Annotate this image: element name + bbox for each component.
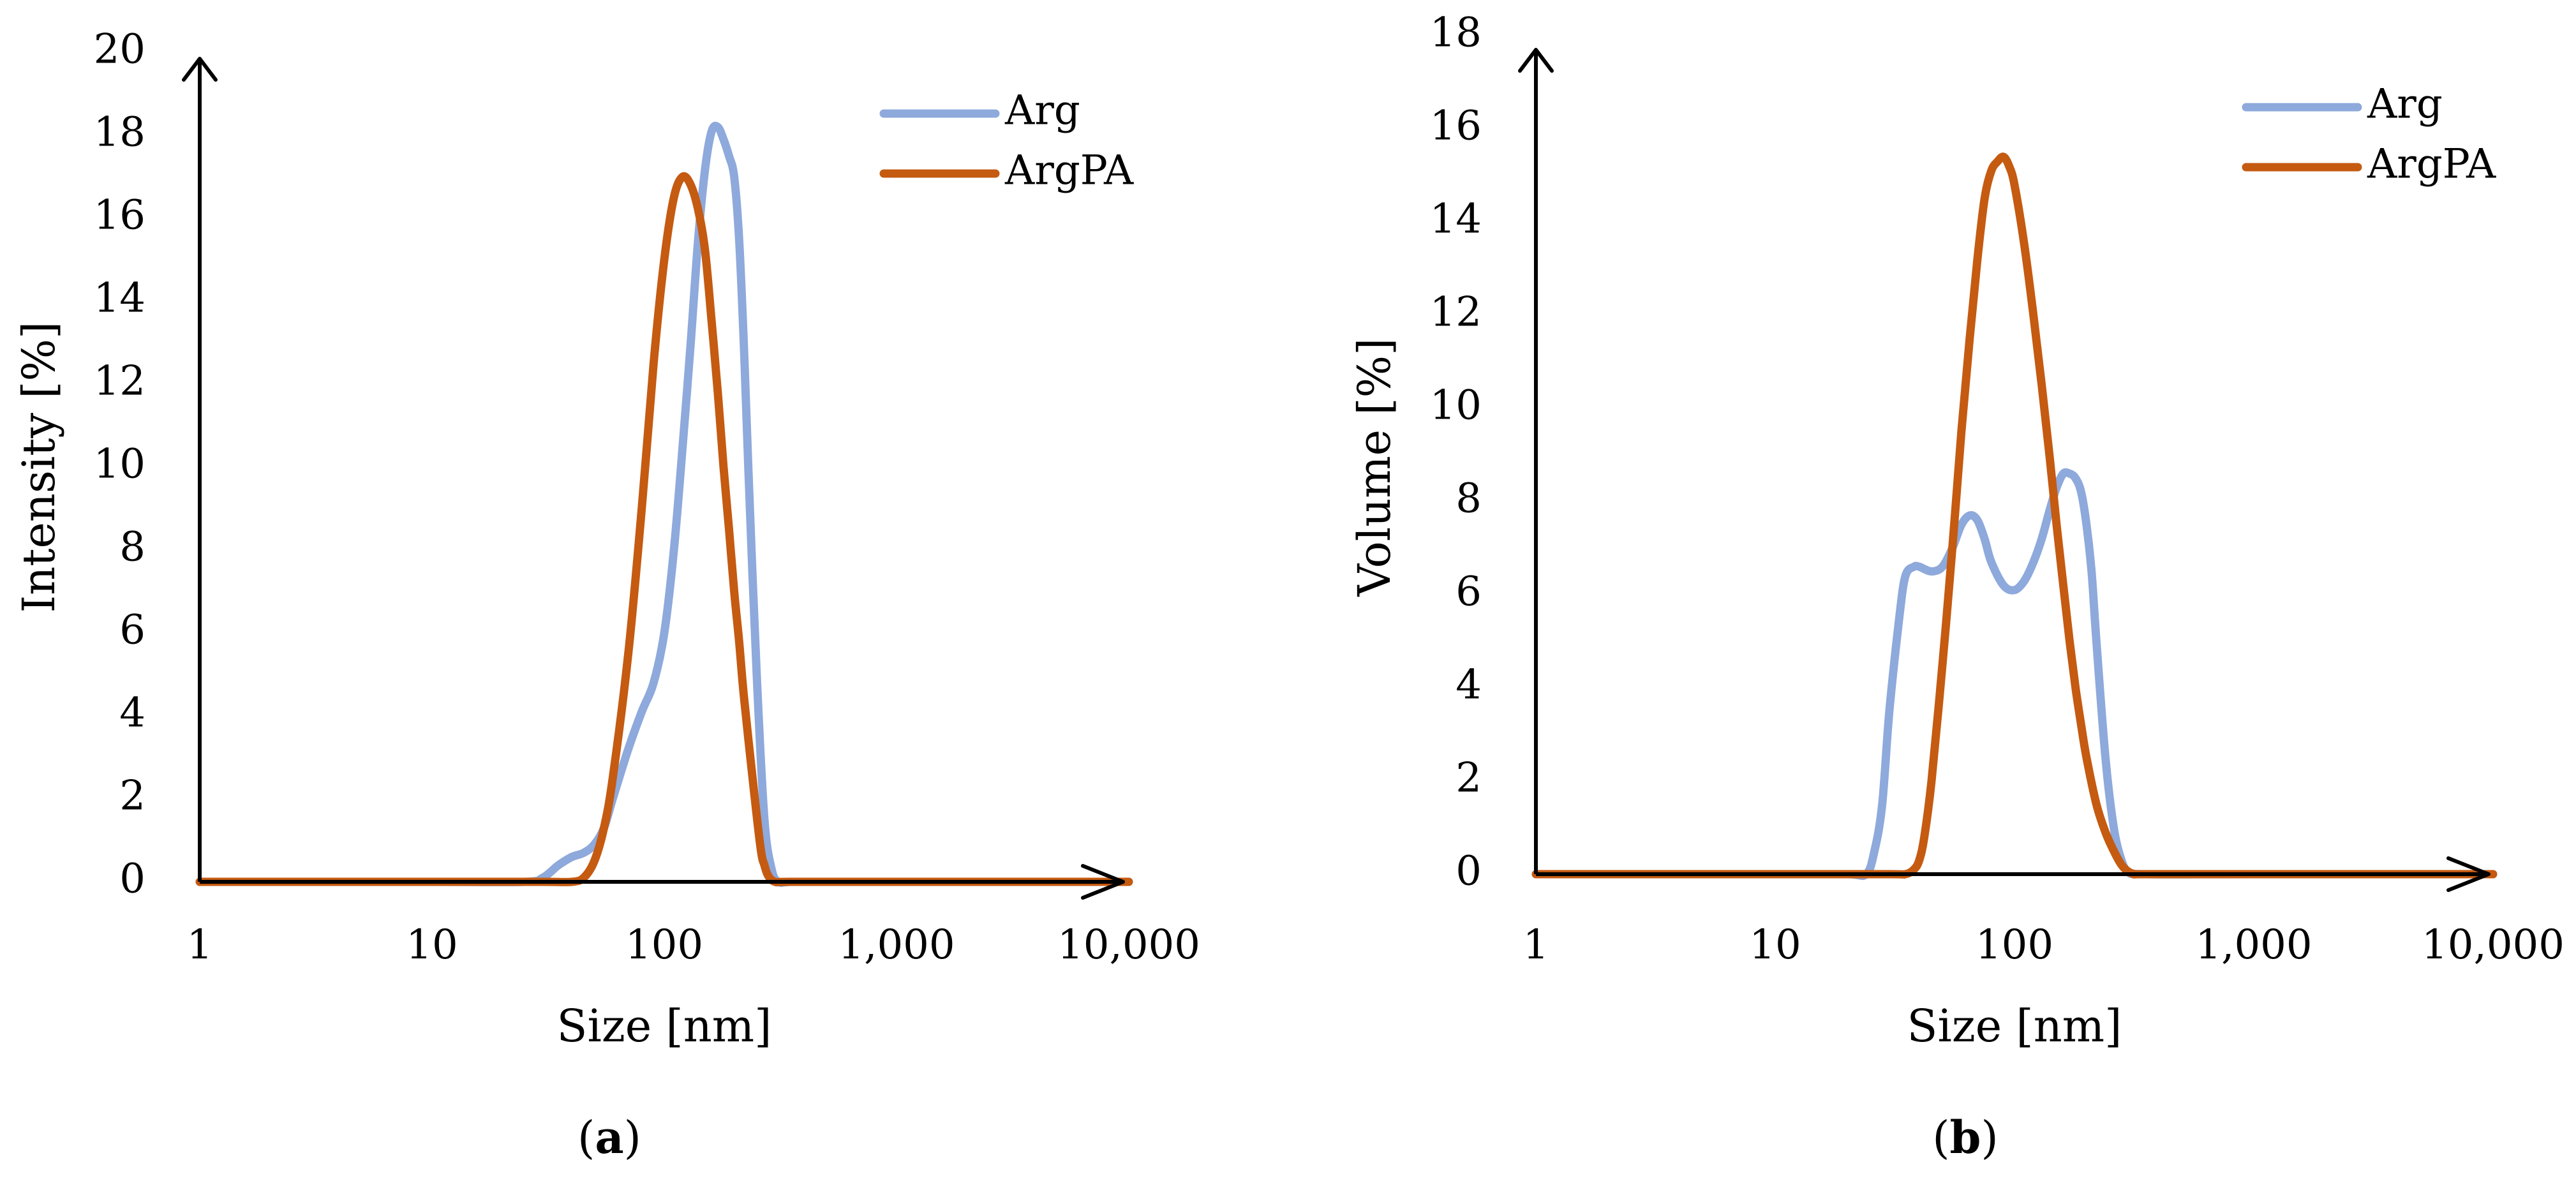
chart-b-caption-letter: b	[1950, 1111, 1981, 1164]
chart-b-y-tick: 8	[1456, 475, 1482, 523]
chart-a-y-tick: 12	[94, 358, 145, 405]
chart-b-series-container	[1536, 157, 2493, 876]
chart-a-y-ticks: 0 2 4 6 8 10 12 14 16 18 20	[94, 26, 145, 903]
chart-b-x-tick: 100	[1976, 921, 2053, 969]
chart-a-series-argpa-line	[200, 176, 1129, 882]
chart-a-x-tick: 1	[187, 921, 213, 969]
chart-a-y-tick: 20	[94, 26, 145, 73]
chart-a-legend-argpa-label: ArgPA	[1004, 147, 1134, 195]
chart-b-y-tick: 2	[1456, 755, 1482, 802]
chart-a-series-container	[200, 126, 1129, 882]
chart-a-y-tick: 14	[94, 275, 145, 322]
chart-b-y-tick: 6	[1456, 569, 1482, 616]
chart-a-x-tick: 10	[406, 921, 458, 969]
chart-a-y-tick: 6	[119, 607, 145, 654]
chart-a-x-ticks: 1 10 100 1,000 10,000	[187, 921, 1200, 969]
chart-a-y-tick: 8	[119, 524, 145, 571]
chart-b-legend-argpa-label: ArgPA	[2367, 141, 2496, 188]
chart-b-y-tick: 0	[1456, 848, 1482, 895]
chart-b-caption: (b)	[1932, 1111, 1999, 1164]
chart-b-y-ticks: 0 2 4 6 8 10 12 14 16 18	[1430, 10, 1482, 895]
chart-a: 0 2 4 6 8 10 12 14 16 18 20 1 10 100 1,0…	[13, 26, 1200, 1164]
chart-a-y-tick: 0	[119, 856, 145, 903]
chart-a-y-label: Intensity [%]	[13, 322, 65, 613]
chart-b-y-label: Volume [%]	[1348, 338, 1401, 597]
chart-b-legend: Arg ArgPA	[2246, 81, 2496, 188]
chart-b-series-arg-line	[1536, 472, 2493, 875]
chart-a-x-tick: 1,000	[838, 921, 955, 969]
chart-b: 0 2 4 6 8 10 12 14 16 18 1 10 100 1,000 …	[1348, 10, 2565, 1164]
chart-a-y-tick: 18	[94, 109, 145, 156]
chart-b-y-tick: 16	[1430, 103, 1482, 150]
chart-a-x-tick: 10,000	[1057, 921, 1200, 969]
chart-b-y-tick: 12	[1430, 289, 1482, 336]
chart-b-x-ticks: 1 10 100 1,000 10,000	[1523, 921, 2565, 969]
chart-a-x-label: Size [nm]	[557, 1000, 772, 1052]
chart-b-y-tick: 4	[1456, 662, 1482, 709]
chart-a-legend: Arg ArgPA	[884, 87, 1134, 195]
chart-b-x-tick: 1	[1523, 921, 1549, 969]
chart-a-y-tick: 10	[94, 441, 145, 488]
chart-b-x-tick: 10,000	[2422, 921, 2565, 969]
chart-a-caption-letter: a	[595, 1111, 623, 1164]
chart-a-x-tick: 100	[625, 921, 703, 969]
chart-b-y-tick: 18	[1430, 10, 1482, 57]
chart-a-y-tick: 16	[94, 192, 145, 239]
chart-b-x-tick: 1,000	[2195, 921, 2312, 969]
chart-b-y-tick: 10	[1430, 382, 1482, 429]
chart-a-caption: (a)	[577, 1111, 641, 1164]
chart-b-legend-arg-label: Arg	[2367, 81, 2443, 128]
figure: 0 2 4 6 8 10 12 14 16 18 20 1 10 100 1,0…	[0, 0, 2576, 1183]
chart-b-series-argpa-line	[1536, 157, 2493, 875]
chart-b-y-tick: 14	[1430, 196, 1482, 243]
chart-b-x-tick: 10	[1749, 921, 1801, 969]
chart-a-y-tick: 4	[119, 690, 145, 737]
chart-a-y-tick: 2	[119, 773, 145, 820]
chart-b-x-label: Size [nm]	[1907, 1000, 2122, 1052]
chart-a-legend-arg-label: Arg	[1004, 87, 1080, 135]
